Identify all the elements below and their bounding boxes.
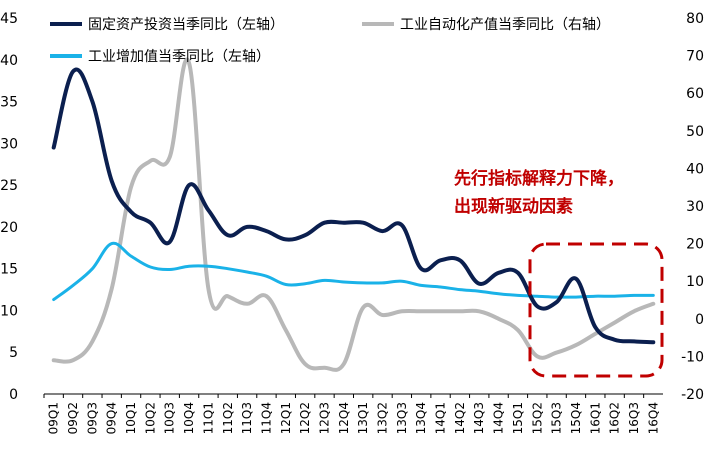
x-tick-label: 14Q4 bbox=[492, 402, 506, 434]
x-tick-label: 16Q4 bbox=[646, 402, 660, 434]
y-left-tick-label: 35 bbox=[0, 95, 18, 111]
y-left-tick-label: 15 bbox=[0, 262, 18, 278]
legend: 固定资产投资当季同比（左轴） 工业自动化产值当季同比（右轴） 工业增加值当季同比… bbox=[50, 17, 610, 65]
x-tick-label: 10Q1 bbox=[124, 402, 138, 434]
x-tick-label: 14Q1 bbox=[434, 402, 448, 434]
y-right-tick-label: -10 bbox=[681, 349, 704, 365]
y-right-tick-label: 80 bbox=[686, 11, 704, 27]
y-right-tick-label: -20 bbox=[681, 387, 704, 403]
x-tick-label: 12Q1 bbox=[279, 402, 293, 434]
x-tick-label: 13Q2 bbox=[376, 402, 390, 434]
y-left-tick-label: 40 bbox=[0, 53, 18, 69]
y-left-tick-label: 25 bbox=[0, 178, 18, 194]
x-tick-label: 14Q2 bbox=[453, 402, 467, 434]
x-tick-label: 13Q1 bbox=[356, 402, 370, 434]
y-left-tick-label: 10 bbox=[0, 303, 18, 319]
right-axis: -20 -10 0 10 20 30 40 50 60 70 80 bbox=[681, 11, 704, 403]
series-line-automation bbox=[51, 57, 656, 372]
annotation-line-2: 出现新驱动因素 bbox=[454, 196, 573, 217]
y-left-tick-label: 30 bbox=[0, 136, 18, 152]
x-tick-label: 16Q1 bbox=[588, 402, 602, 434]
legend-label-automation: 工业自动化产值当季同比（右轴） bbox=[400, 17, 610, 33]
y-right-tick-label: 30 bbox=[686, 199, 704, 215]
x-tick-label: 09Q1 bbox=[47, 402, 61, 434]
x-tick-label: 12Q2 bbox=[298, 402, 312, 434]
y-left-tick-label: 20 bbox=[0, 220, 18, 236]
y-right-tick-label: 40 bbox=[686, 161, 704, 177]
legend-label-fai: 固定资产投资当季同比（左轴） bbox=[88, 17, 284, 33]
y-right-tick-label: 20 bbox=[686, 237, 704, 253]
y-right-tick-label: 50 bbox=[686, 124, 704, 140]
x-tick-label: 14Q3 bbox=[472, 402, 486, 434]
left-axis: 0 5 10 15 20 25 30 35 40 45 bbox=[0, 11, 18, 403]
x-tick-label: 10Q3 bbox=[163, 402, 177, 434]
x-tick-label: 16Q2 bbox=[608, 402, 622, 434]
x-tick-label: 11Q4 bbox=[259, 402, 273, 434]
x-tick-label: 09Q4 bbox=[105, 402, 119, 434]
y-left-tick-label: 5 bbox=[9, 345, 18, 361]
x-axis: 09Q1 09Q2 09Q3 09Q4 10Q1 10Q2 10Q3 10Q4 11Q1 11Q2… bbox=[43, 393, 663, 434]
x-tick-label: 10Q2 bbox=[143, 402, 157, 434]
x-tick-label: 11Q1 bbox=[201, 402, 215, 434]
x-tick-label: 11Q2 bbox=[221, 402, 235, 434]
x-tick-label: 09Q2 bbox=[66, 402, 80, 434]
series-line-fai bbox=[51, 67, 656, 345]
x-tick-label: 13Q3 bbox=[395, 402, 409, 434]
x-tick-label: 15Q1 bbox=[511, 402, 525, 434]
x-tick-label: 15Q4 bbox=[569, 402, 583, 434]
x-tick-label: 11Q3 bbox=[240, 402, 254, 434]
x-tick-label: 16Q3 bbox=[627, 402, 641, 434]
y-right-tick-label: 10 bbox=[686, 274, 704, 290]
x-tick-label: 09Q3 bbox=[85, 402, 99, 434]
series-line-industrial bbox=[52, 241, 655, 302]
x-tick-label: 15Q3 bbox=[550, 402, 564, 434]
x-tick-label: 12Q4 bbox=[337, 402, 351, 434]
x-tick-label: 15Q2 bbox=[530, 402, 544, 434]
x-tick-label: 12Q3 bbox=[317, 402, 331, 434]
series-lines bbox=[51, 57, 656, 372]
annotation-line-1: 先行指标解释力下降， bbox=[454, 168, 624, 189]
y-right-tick-label: 0 bbox=[695, 312, 704, 328]
y-right-tick-label: 60 bbox=[686, 86, 704, 102]
highlight-box bbox=[528, 242, 664, 378]
y-right-tick-label: 70 bbox=[686, 49, 704, 65]
x-tick-label: 13Q4 bbox=[414, 402, 428, 434]
y-left-tick-label: 45 bbox=[0, 11, 18, 27]
legend-label-industrial: 工业增加值当季同比（左轴） bbox=[88, 49, 270, 65]
x-tick-label: 10Q4 bbox=[182, 402, 196, 434]
y-left-tick-label: 0 bbox=[9, 387, 18, 403]
